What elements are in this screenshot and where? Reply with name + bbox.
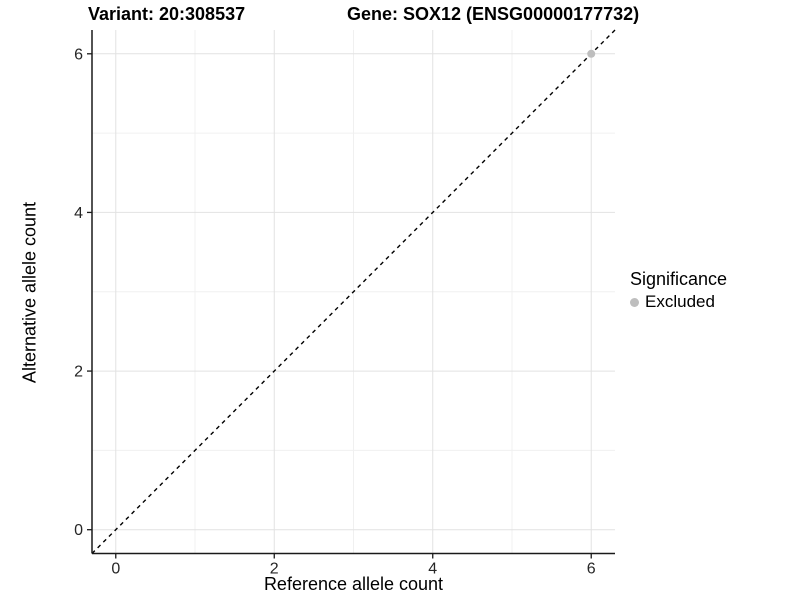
data-point <box>587 49 596 58</box>
x-tick-label: 6 <box>587 561 596 578</box>
x-axis-title: Reference allele count <box>263 574 444 594</box>
identity-line <box>91 29 616 554</box>
y-tick-label: 0 <box>74 522 83 539</box>
plot-title-variant: Variant: 20:308537 <box>88 4 246 24</box>
legend-item-label: Excluded <box>645 292 715 311</box>
legend-point-icon <box>630 297 639 307</box>
legend-item-excluded: Excluded <box>630 292 727 312</box>
y-tick-label: 4 <box>74 205 83 222</box>
y-axis-title: Alternative allele count <box>19 201 40 384</box>
legend-title: Significance <box>630 269 728 289</box>
y-tick-label: 6 <box>74 46 83 63</box>
y-tick-label: 2 <box>74 364 83 381</box>
plot-title-gene: Gene: SOX12 (ENSG00000177732) <box>347 4 640 24</box>
x-tick-label: 0 <box>111 561 120 578</box>
x-tick-label: 2 <box>270 561 279 578</box>
legend: Significance Excluded <box>630 269 727 312</box>
x-tick-label: 4 <box>428 561 437 578</box>
